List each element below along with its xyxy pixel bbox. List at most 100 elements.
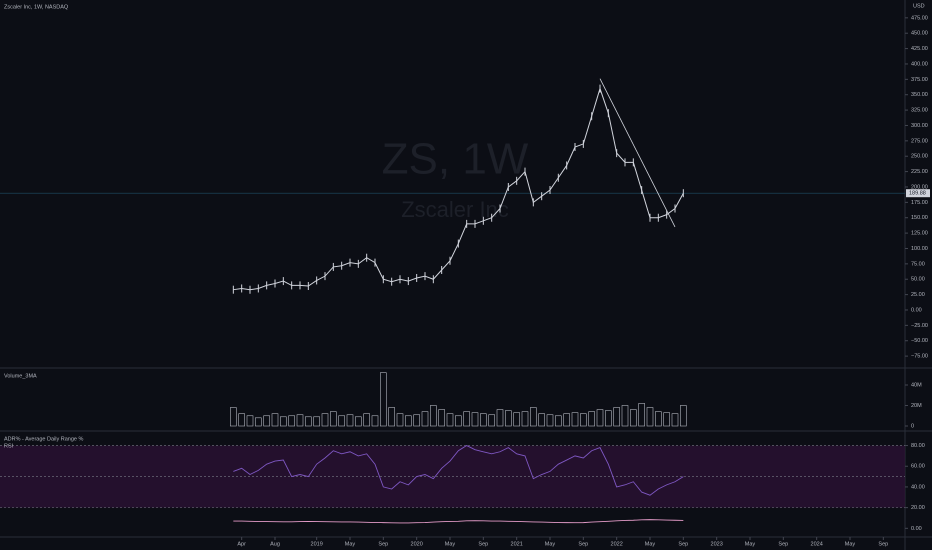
x-tick-label: May — [745, 541, 756, 547]
x-tick-label: May — [545, 541, 556, 547]
y-tick-label: 275.00 — [911, 138, 928, 144]
volume-bar — [621, 405, 629, 427]
volume-bar — [663, 412, 670, 427]
volume-bar — [513, 412, 520, 427]
volume-bar — [305, 416, 312, 427]
indicator-line — [233, 445, 684, 496]
y-tick-label: 400.00 — [911, 61, 928, 67]
y-tick-label: 350.00 — [911, 92, 928, 98]
x-tick-label: May — [845, 541, 856, 547]
volume-bar — [346, 414, 354, 427]
volume-bar — [588, 411, 595, 427]
x-tick-label: May — [645, 541, 656, 547]
volume-bar — [655, 411, 662, 427]
volume-bar — [363, 413, 370, 427]
chart-title: Zscaler Inc, 1W, NASDAQ — [4, 4, 69, 10]
volume-bar — [288, 415, 295, 427]
y-tick-label: 250.00 — [911, 154, 928, 160]
watermark: ZS, 1W — [382, 135, 529, 184]
y-tick-label: 475.00 — [911, 15, 928, 21]
indicator-line — [233, 519, 684, 524]
y-tick-label: 450.00 — [911, 31, 928, 37]
volume-bar — [488, 414, 495, 427]
volume-bar — [430, 405, 437, 427]
volume-bar — [496, 409, 504, 427]
volume-bar — [480, 413, 487, 427]
x-tick-label: Aug — [270, 541, 280, 547]
volume-bar — [638, 403, 645, 427]
y-tick-label: 200.00 — [911, 184, 928, 190]
x-tick-label: 2020 — [411, 541, 423, 547]
y-tick-label: −25.00 — [911, 323, 928, 329]
volume-bar — [446, 413, 454, 427]
volume-bar — [296, 414, 304, 427]
volume-bar — [338, 415, 345, 427]
volume-bar — [438, 409, 445, 427]
y-tick-label: 425.00 — [911, 46, 928, 52]
last-price-tag — [906, 189, 930, 198]
volume-bar — [571, 412, 579, 427]
volume-bar — [355, 416, 362, 427]
x-tick-label: Sep — [578, 541, 588, 547]
x-tick-label: 2022 — [611, 541, 623, 547]
volume-bar — [538, 413, 545, 427]
pane-title: ADR% - Average Daily Range % — [4, 436, 83, 442]
volume-bar — [238, 413, 245, 427]
volume-bar — [371, 415, 379, 427]
volume-bar — [263, 415, 270, 427]
x-tick-label: Sep — [378, 541, 388, 547]
volume-bar — [455, 415, 462, 427]
x-tick-label: Sep — [478, 541, 488, 547]
y-tick-label: 150.00 — [911, 215, 928, 221]
y-tick-label: 175.00 — [911, 200, 928, 206]
volume-bar — [646, 407, 654, 427]
y-tick-label: 375.00 — [911, 77, 928, 83]
y-tick-label: 25.00 — [911, 292, 925, 298]
y-tick-label: 75.00 — [911, 261, 925, 267]
volume-bar — [280, 416, 287, 427]
volume-bar — [630, 409, 637, 427]
volume-bar — [380, 372, 387, 427]
volume-bar — [530, 407, 537, 427]
volume-bar — [613, 407, 620, 427]
x-tick-label: May — [345, 541, 356, 547]
x-tick-label: 2019 — [311, 541, 323, 547]
x-tick-label: Sep — [878, 541, 888, 547]
volume-bar — [396, 413, 404, 427]
volume-bar — [463, 411, 470, 427]
y-tick-label: 40M — [911, 382, 922, 388]
y-tick-label: 300.00 — [911, 123, 928, 129]
volume-bar — [505, 410, 512, 427]
y-tick-label: 20.00 — [911, 505, 925, 511]
last-price-label: 189.88 — [909, 191, 926, 197]
y-tick-label: 325.00 — [911, 108, 928, 114]
volume-bar — [471, 412, 479, 427]
volume-bar — [330, 411, 337, 427]
volume-bar — [521, 411, 529, 427]
x-tick-label: Sep — [678, 541, 688, 547]
currency-label: USD — [913, 3, 925, 9]
volume-bar — [321, 413, 329, 427]
volume-bar — [246, 415, 254, 427]
volume-bar — [255, 417, 262, 427]
x-tick-label: 2021 — [511, 541, 523, 547]
y-tick-label: 50.00 — [911, 277, 925, 283]
x-tick-label: 2023 — [711, 541, 723, 547]
watermark-subtitle: Zscaler Inc — [401, 197, 509, 222]
pane-title: Volume_3MA — [4, 373, 37, 379]
volume-bar — [546, 414, 554, 427]
y-tick-label: 80.00 — [911, 443, 925, 449]
x-tick-label: 2024 — [811, 541, 823, 547]
pane-subtitle: RSI — [4, 443, 14, 449]
volume-bar — [671, 413, 679, 427]
y-tick-label: 100.00 — [911, 246, 928, 252]
y-tick-label: 0 — [911, 423, 914, 429]
x-tick-label: May — [445, 541, 456, 547]
y-tick-label: −50.00 — [911, 338, 928, 344]
volume-bar — [405, 415, 412, 427]
volume-bar — [555, 415, 562, 427]
x-tick-label: Sep — [778, 541, 788, 547]
volume-bar — [605, 410, 612, 427]
